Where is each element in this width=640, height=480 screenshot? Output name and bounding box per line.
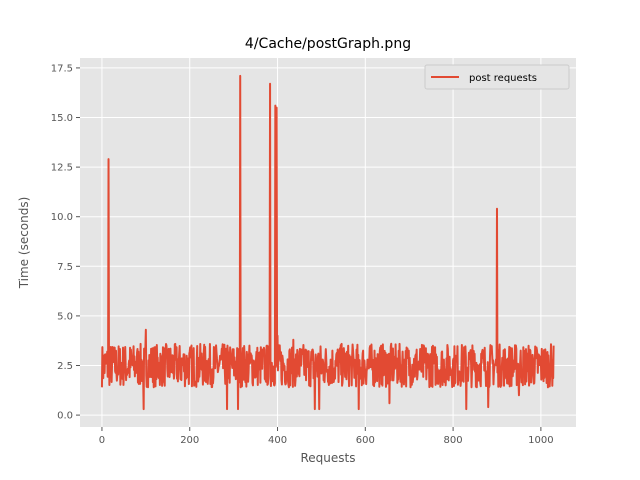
legend: post requests bbox=[424, 64, 570, 90]
x-tick-label: 1000 bbox=[528, 435, 553, 446]
legend-box bbox=[424, 64, 570, 90]
x-axis-ticks: 0 200 400 600 800 1000 bbox=[99, 427, 554, 446]
y-tick-label: 2.5 bbox=[57, 361, 73, 372]
x-tick-label: 400 bbox=[268, 435, 287, 446]
x-axis-label: Requests bbox=[301, 451, 356, 465]
y-tick-label: 12.5 bbox=[51, 163, 73, 174]
series-layer bbox=[100, 74, 555, 411]
y-tick-label: 10.0 bbox=[51, 212, 73, 223]
x-tick-label: 0 bbox=[99, 435, 105, 446]
y-tick-label: 7.5 bbox=[57, 262, 73, 273]
y-tick-label: 5.0 bbox=[57, 311, 73, 322]
y-tick-label: 0.0 bbox=[57, 411, 73, 422]
x-tick-label: 200 bbox=[180, 435, 199, 446]
y-axis-label: Time (seconds) bbox=[17, 197, 31, 290]
legend-label-post-requests: post requests bbox=[469, 73, 537, 84]
y-axis-ticks: 0.0 2.5 5.0 7.5 10.0 12.5 15.0 17.5 bbox=[51, 63, 80, 422]
x-tick-label: 600 bbox=[356, 435, 375, 446]
x-tick-label: 800 bbox=[444, 435, 463, 446]
chart-title: 4/Cache/postGraph.png bbox=[245, 36, 411, 52]
series-line-post-requests bbox=[100, 74, 555, 411]
y-tick-label: 15.0 bbox=[51, 113, 73, 124]
y-tick-label: 17.5 bbox=[51, 63, 73, 74]
